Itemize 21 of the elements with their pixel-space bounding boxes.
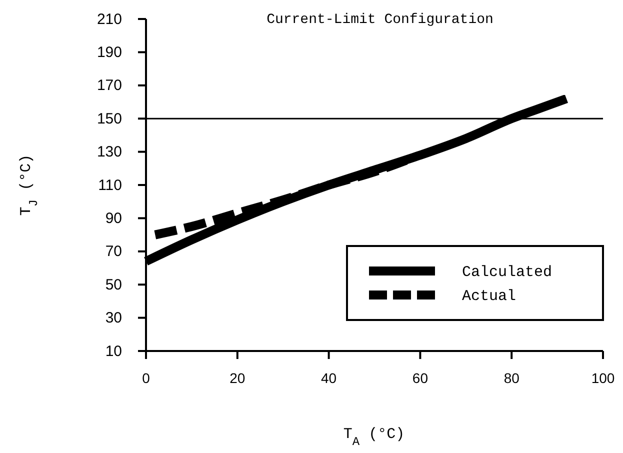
y-tick-label: 170 bbox=[96, 77, 122, 94]
chart-title: Current-Limit Configuration bbox=[266, 12, 494, 28]
y-tick-label: 10 bbox=[105, 342, 122, 360]
y-tick-label: 50 bbox=[105, 276, 122, 294]
y-tick-label: 210 bbox=[96, 10, 122, 28]
x-axis-title: T$_{A}$ (°C) bbox=[343, 426, 405, 449]
x-tick-label: 100 bbox=[591, 370, 615, 386]
x-tick-label: 20 bbox=[230, 370, 246, 386]
x-tick-label: 80 bbox=[504, 370, 520, 386]
y-tick-label: 70 bbox=[105, 243, 122, 260]
y-tick-label: 150 bbox=[96, 110, 122, 128]
y-tick-label: 130 bbox=[96, 144, 122, 161]
x-tick-label: 0 bbox=[142, 370, 150, 386]
legend-label: Calculated bbox=[462, 264, 552, 281]
y-tick-label: 30 bbox=[105, 310, 122, 327]
y-tick-label: 190 bbox=[96, 44, 122, 61]
y-tick-label: 90 bbox=[105, 210, 122, 227]
y-tick-label: 110 bbox=[98, 176, 122, 194]
legend-label: Actual bbox=[462, 288, 516, 305]
x-tick-label: 60 bbox=[412, 370, 428, 386]
x-tick-label: 40 bbox=[321, 370, 337, 386]
